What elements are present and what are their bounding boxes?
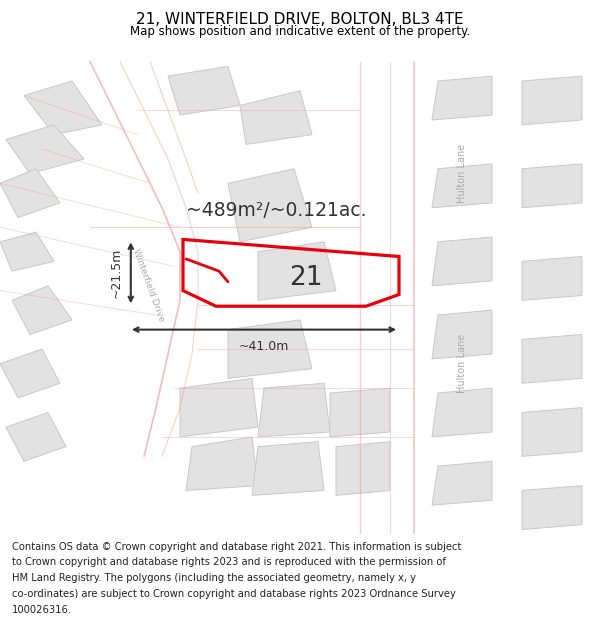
Text: co-ordinates) are subject to Crown copyright and database rights 2023 Ordnance S: co-ordinates) are subject to Crown copyr… <box>12 589 456 599</box>
Polygon shape <box>432 237 492 286</box>
Text: Contains OS data © Crown copyright and database right 2021. This information is : Contains OS data © Crown copyright and d… <box>12 542 461 552</box>
Polygon shape <box>330 388 390 437</box>
Polygon shape <box>522 76 582 125</box>
Polygon shape <box>522 486 582 529</box>
Polygon shape <box>258 383 330 437</box>
Polygon shape <box>180 378 258 437</box>
Polygon shape <box>0 349 60 398</box>
Polygon shape <box>6 412 66 461</box>
Polygon shape <box>432 76 492 120</box>
Polygon shape <box>240 91 312 144</box>
Polygon shape <box>522 256 582 301</box>
Polygon shape <box>228 320 312 378</box>
Polygon shape <box>168 66 240 115</box>
Polygon shape <box>522 164 582 208</box>
Text: ~21.5m: ~21.5m <box>110 248 123 298</box>
Polygon shape <box>24 81 102 134</box>
Text: to Crown copyright and database rights 2023 and is reproduced with the permissio: to Crown copyright and database rights 2… <box>12 558 446 568</box>
Text: ~489m²/~0.121ac.: ~489m²/~0.121ac. <box>186 201 367 219</box>
Text: Map shows position and indicative extent of the property.: Map shows position and indicative extent… <box>130 24 470 38</box>
Text: 100026316.: 100026316. <box>12 605 72 615</box>
Polygon shape <box>0 232 54 271</box>
Polygon shape <box>12 286 72 334</box>
Text: HM Land Registry. The polygons (including the associated geometry, namely x, y: HM Land Registry. The polygons (includin… <box>12 573 416 583</box>
Polygon shape <box>522 334 582 383</box>
Polygon shape <box>336 442 390 496</box>
Text: Hulton Lane: Hulton Lane <box>457 334 467 393</box>
Polygon shape <box>432 310 492 359</box>
Text: Winterfield Drive: Winterfield Drive <box>131 248 166 324</box>
Polygon shape <box>258 242 336 301</box>
Polygon shape <box>228 169 312 242</box>
Text: ~41.0m: ~41.0m <box>239 341 289 353</box>
Polygon shape <box>186 437 258 491</box>
Polygon shape <box>252 442 324 496</box>
Polygon shape <box>432 388 492 437</box>
Polygon shape <box>432 461 492 505</box>
Text: 21, WINTERFIELD DRIVE, BOLTON, BL3 4TE: 21, WINTERFIELD DRIVE, BOLTON, BL3 4TE <box>136 12 464 27</box>
Polygon shape <box>6 125 84 174</box>
Polygon shape <box>0 169 60 217</box>
Polygon shape <box>432 164 492 208</box>
Text: 21: 21 <box>289 266 323 291</box>
Text: Hulton Lane: Hulton Lane <box>457 144 467 203</box>
Polygon shape <box>522 408 582 456</box>
